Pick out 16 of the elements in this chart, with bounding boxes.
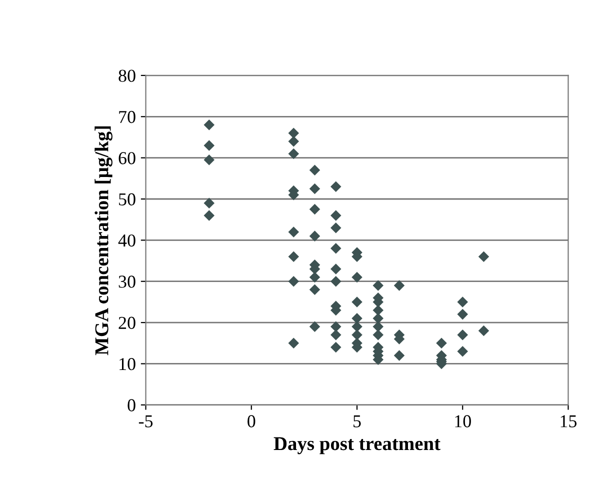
y-tick-label: 70 [119,110,136,124]
x-axis-title: Days post treatment [274,437,440,454]
x-tick-label: 10 [455,415,471,428]
y-tick-label: 80 [118,70,136,82]
x-tick-label: -5 [138,415,153,428]
x-tick-label: 0 [248,415,256,428]
y-tick-label: 60 [118,152,136,164]
y-tick-label: 0 [128,399,136,412]
x-tick-label: 5 [354,415,361,428]
y-tick-label: 50 [119,193,136,206]
y-tick-label: 40 [118,234,136,247]
y-tick-label: 10 [120,358,136,370]
y-axis-title: MGA concentration [µg/kg] [94,126,112,356]
y-tick-label: 20 [118,316,136,329]
x-tick-label: 15 [560,415,577,428]
y-tick-label: 30 [118,276,136,288]
